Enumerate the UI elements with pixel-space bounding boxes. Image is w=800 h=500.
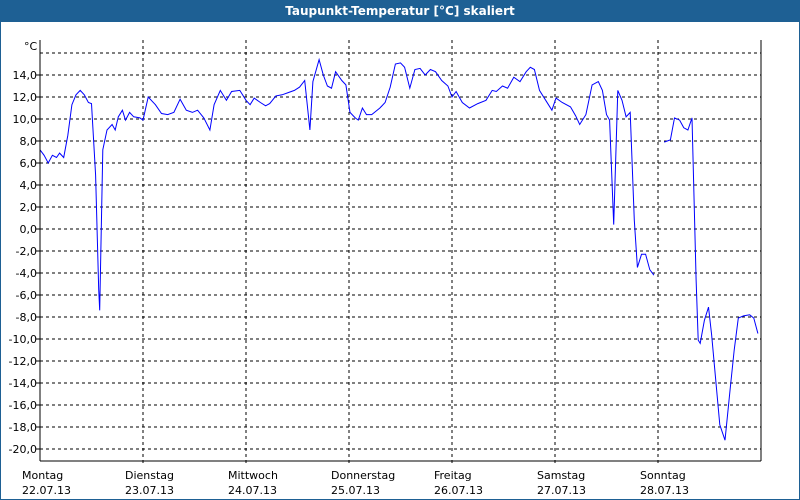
series-line-taupunkt: [664, 117, 759, 441]
y-tick-label: -14,0: [9, 377, 37, 390]
x-tick-day: Donnerstag: [331, 469, 395, 482]
x-tick-date: 23.07.13: [125, 484, 174, 497]
y-tick-label: -6,0: [16, 289, 37, 302]
x-tick-day: Mittwoch: [228, 469, 278, 482]
series-line-taupunkt: [39, 57, 655, 311]
y-unit-label: °C: [24, 40, 38, 53]
y-tick-label: 0,0: [20, 223, 38, 236]
y-tick-label: 12,0: [13, 91, 38, 104]
y-tick-label: 14,0: [13, 69, 38, 82]
x-tick-date: 25.07.13: [331, 484, 380, 497]
y-tick-label: -8,0: [16, 311, 37, 324]
x-tick-date: 24.07.13: [228, 484, 277, 497]
x-tick-date: 22.07.13: [22, 484, 71, 497]
x-tick-day: Dienstag: [125, 469, 174, 482]
x-tick-day: Sonntag: [640, 469, 686, 482]
y-tick-label: -10,0: [9, 333, 37, 346]
y-tick-label: 10,0: [13, 113, 38, 126]
y-tick-label: -20,0: [9, 443, 37, 456]
y-tick-label: 4,0: [20, 179, 38, 192]
y-tick-label: -12,0: [9, 355, 37, 368]
y-tick-label: -16,0: [9, 399, 37, 412]
x-tick-date: 28.07.13: [640, 484, 689, 497]
y-tick-label: 6,0: [20, 157, 38, 170]
x-tick-day: Freitag: [434, 469, 472, 482]
y-tick-label: 8,0: [20, 135, 38, 148]
x-tick-date: 26.07.13: [434, 484, 483, 497]
x-tick-date: 27.07.13: [537, 484, 586, 497]
x-tick-day: Samstag: [537, 469, 585, 482]
y-tick-label: -4,0: [16, 267, 37, 280]
y-tick-label: -2,0: [16, 245, 37, 258]
window-title: Taupunkt-Temperatur [°C] skaliert: [1, 1, 799, 22]
y-tick-label: 2,0: [20, 201, 38, 214]
y-tick-label: -18,0: [9, 421, 37, 434]
x-tick-day: Montag: [22, 469, 63, 482]
